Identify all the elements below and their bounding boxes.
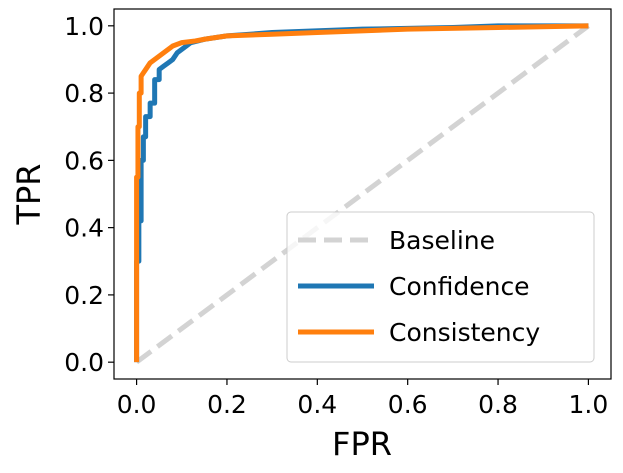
x-tick-label: 0.0 [117,390,157,419]
series-line-consistency [134,23,589,363]
y-tick-label: 1.0 [64,12,104,41]
y-tick-label: 0.4 [64,214,104,243]
x-tick-label: 1.0 [569,390,609,419]
y-tick-label: 0.8 [64,79,104,108]
legend-label-baseline: Baseline [389,226,495,255]
legend-label-confidence: Confidence [389,272,530,301]
series-line-baseline [135,23,590,365]
y-tick-label: 0.2 [64,281,104,310]
y-axis-title: TPR [10,163,48,225]
ticks-layer: 0.0 0.2 0.4 0.6 0.8 1.0 0.0 0.2 0.4 0.6 0.8 1.0 [64,12,608,419]
plot-frame [113,8,612,380]
legend-label-consistency: Consistency [389,318,540,347]
series-layer [134,23,590,365]
legend: Baseline Confidence Consistency [286,211,595,363]
x-tick-label: 0.8 [478,390,518,419]
x-tick-label: 0.2 [207,390,247,419]
legend-box [286,211,595,363]
x-axis-title: FPR [332,425,392,463]
x-tick-label: 0.4 [297,390,337,419]
y-tick-label: 0.6 [64,146,104,175]
y-tick-label: 0.0 [64,348,104,377]
x-tick-label: 0.6 [388,390,428,419]
